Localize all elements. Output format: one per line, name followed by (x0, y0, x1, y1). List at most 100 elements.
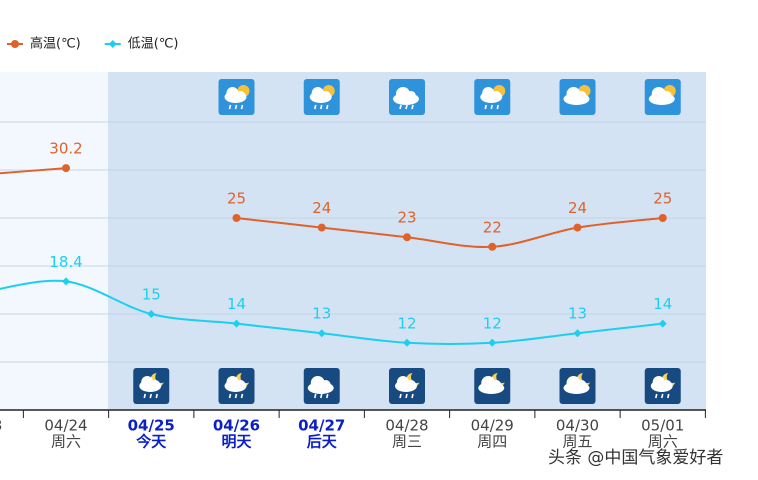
point (658, 214, 667, 222)
icon-drop (155, 393, 159, 399)
icon-drop (234, 393, 238, 399)
icon-drop (228, 393, 232, 399)
icon-cloud (661, 91, 672, 101)
icon-drop (319, 104, 323, 110)
value-label: 25 (653, 190, 672, 208)
value-label: 24 (312, 199, 331, 217)
icon-drop (325, 104, 329, 110)
point (232, 214, 241, 222)
x-tick-label: 04/27 (298, 417, 345, 435)
icon-cloud (406, 380, 416, 390)
legend-marker (11, 40, 19, 48)
weather-icon (133, 368, 170, 404)
value-label: 15 (142, 286, 161, 304)
weather-icons (133, 79, 681, 404)
weather-icon (559, 368, 596, 404)
x-tick-label: 05/01 (641, 417, 684, 435)
value-label: 12 (483, 314, 502, 332)
weather-icon (303, 79, 340, 115)
weather-icon (559, 79, 596, 115)
point (317, 223, 326, 232)
icon-drop (325, 393, 329, 399)
point (403, 233, 411, 242)
icon-moon-cut (240, 371, 253, 383)
x-tick-label: 04/25 (128, 417, 175, 435)
icon-drop (234, 104, 238, 110)
icon-moon-cut (411, 371, 423, 383)
icon-drop (666, 393, 670, 399)
x-tick-label: 04/24 (44, 417, 87, 435)
point (403, 338, 411, 347)
x-tick-label: 04/30 (556, 417, 599, 435)
icon-drop (411, 393, 414, 399)
legend-marker (108, 40, 117, 48)
icon-cloud (320, 380, 331, 390)
icon-drop (313, 393, 317, 399)
value-label: 22 (483, 218, 502, 236)
icon-drop (484, 104, 488, 110)
x-sub-label: 周六 (648, 433, 678, 451)
weather-icon (218, 368, 255, 404)
value-label: 30.2 (49, 140, 82, 158)
value-label: 13 (312, 305, 331, 323)
point (658, 319, 667, 328)
x-tick-label: 04/26 (213, 417, 260, 435)
series-line (0, 167, 67, 175)
weather-icon (474, 368, 511, 404)
icon-moon-cut (581, 371, 594, 383)
icon-drop (405, 104, 408, 110)
watermark: 头条 @中国气象爱好者 (548, 448, 723, 468)
icon-cloud (661, 380, 672, 390)
x-tick-label: 04/29 (471, 417, 514, 435)
value-label: 25 (227, 190, 246, 208)
icon-drop (490, 104, 494, 110)
x-tick-label: 04/28 (385, 417, 428, 435)
icon-drop (228, 104, 232, 110)
icon-cloud (576, 91, 587, 101)
x-sub-label: 周五 (562, 433, 592, 451)
point (488, 338, 497, 347)
weather-icon (644, 368, 681, 404)
value-label: 24 (568, 199, 587, 217)
point (573, 223, 582, 232)
icon-drop (660, 393, 664, 399)
icon-cloud (235, 380, 246, 390)
icon-drop (313, 104, 317, 110)
weather-icon (644, 79, 681, 115)
legend-label: 高温(℃) (30, 36, 81, 52)
icon-cloud (491, 380, 502, 390)
x-sub-label: 明天 (221, 433, 252, 451)
icon-moon-cut (666, 371, 679, 383)
weather-icon (474, 79, 511, 115)
past-background (0, 72, 108, 410)
value-label: 23 (397, 209, 416, 227)
icon-drop (399, 393, 402, 399)
legend: 高温(℃) 低温(℃) (7, 36, 179, 52)
icon-drop (399, 104, 402, 110)
icon-drop (411, 104, 414, 110)
icon-cloud (491, 91, 502, 101)
weather-icon (303, 368, 340, 404)
x-sub-label: 今天 (135, 433, 167, 451)
point (488, 242, 497, 251)
point (62, 164, 70, 173)
point (317, 329, 326, 338)
icon-drop (405, 393, 408, 399)
point (62, 277, 70, 286)
x-sub-label: 周六 (51, 433, 81, 451)
icon-drop (240, 393, 244, 399)
value-label: 18.4 (49, 253, 82, 271)
icon-cloud (150, 380, 161, 390)
x-sub-label: 后天 (307, 433, 338, 451)
series-line (236, 217, 663, 249)
plot: 29.530.225242322242517.218.4151413121213… (0, 140, 672, 347)
icon-drop (143, 393, 147, 399)
point (232, 319, 241, 328)
icon-cloud (576, 380, 587, 390)
point (147, 310, 156, 318)
x-sub-label: 周三 (392, 433, 422, 451)
icon-drop (654, 393, 658, 399)
weather-icon (389, 79, 425, 115)
value-label: 14 (653, 295, 672, 313)
